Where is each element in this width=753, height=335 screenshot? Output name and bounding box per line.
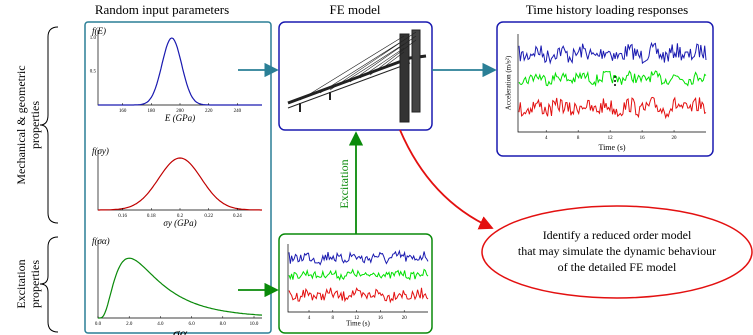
outcome-text: Identify a reduced order model	[543, 228, 692, 242]
x-label: Time (s)	[346, 320, 370, 328]
x-tick-label: 8	[332, 316, 335, 321]
x-tick-label: 0.24	[233, 214, 242, 219]
x-label: E (GPa)	[164, 113, 195, 123]
signal	[289, 270, 428, 280]
x-label: σy (GPa)	[163, 218, 196, 228]
y-label-group: Acceleration (m/s²)	[505, 55, 513, 110]
x-tick-label: 220	[205, 109, 213, 114]
x-tick-label: 2.0	[126, 322, 133, 327]
arrow	[400, 130, 492, 228]
density-curve	[98, 38, 262, 105]
signal	[519, 71, 706, 86]
x-tick-label: 240	[234, 109, 242, 114]
ellipsis-dot	[614, 80, 616, 82]
axes	[98, 30, 262, 105]
signal	[289, 288, 428, 302]
x-tick-label: 8.0	[220, 322, 227, 327]
outcome-text: that may simulate the dynamic behaviour	[518, 244, 716, 258]
x-tick-label: 10.0	[250, 322, 259, 327]
x-tick-label: 160	[119, 109, 127, 114]
x-tick-label: 20	[672, 136, 678, 141]
x-tick-label: 0.22	[204, 214, 213, 219]
responses-panel	[497, 22, 713, 156]
header: Time history loading responses	[526, 2, 688, 17]
outcome-text: of the detailed FE model	[558, 260, 677, 274]
x-tick-label: 0.16	[118, 214, 127, 219]
y-label: f(E)	[92, 26, 106, 36]
y-label: Acceleration (m/s²)	[505, 55, 513, 110]
axes	[98, 240, 262, 318]
header: FE model	[330, 2, 381, 17]
ellipsis-dot	[614, 76, 616, 78]
y-label: f(σα)	[92, 236, 110, 246]
axes	[98, 150, 262, 210]
x-tick-label: 16	[640, 136, 646, 141]
bracket	[40, 27, 58, 223]
x-tick-label: 12	[608, 136, 614, 141]
x-tick-label: 8	[577, 136, 580, 141]
arrow-label: Excitation	[337, 159, 351, 208]
x-tick-label: 20	[402, 316, 408, 321]
y-tick-label: 0.5	[90, 70, 97, 75]
side-label: Mechanical & geometric	[14, 65, 28, 184]
x-tick-label: 4	[308, 316, 311, 321]
side-label: properties	[28, 260, 42, 308]
header: Random input parameters	[95, 2, 229, 17]
bracket	[40, 237, 58, 332]
x-tick-label: 4.0	[157, 322, 164, 327]
x-tick-label: 0.0	[95, 322, 102, 327]
y-label: f(σy)	[92, 146, 109, 156]
y-tick-label: 1.0	[90, 36, 97, 41]
ellipsis-dot	[614, 84, 616, 86]
x-label: Time (s)	[598, 143, 625, 152]
diagram: Random input parameters FE model Time hi…	[0, 0, 753, 335]
x-tick-label: 6.0	[188, 322, 195, 327]
signal	[519, 97, 706, 117]
side-label: Excitation	[14, 259, 28, 308]
x-tick-label: 4	[545, 136, 548, 141]
x-label: σα	[173, 327, 188, 335]
x-tick-label: 16	[378, 316, 384, 321]
signal	[289, 251, 428, 264]
signal	[519, 43, 706, 63]
x-tick-label: 0.18	[147, 214, 156, 219]
side-label: properties	[28, 101, 42, 149]
density-curve	[98, 258, 262, 318]
density-curve	[98, 158, 262, 210]
bridge	[288, 30, 426, 122]
x-tick-label: 180	[148, 109, 156, 114]
